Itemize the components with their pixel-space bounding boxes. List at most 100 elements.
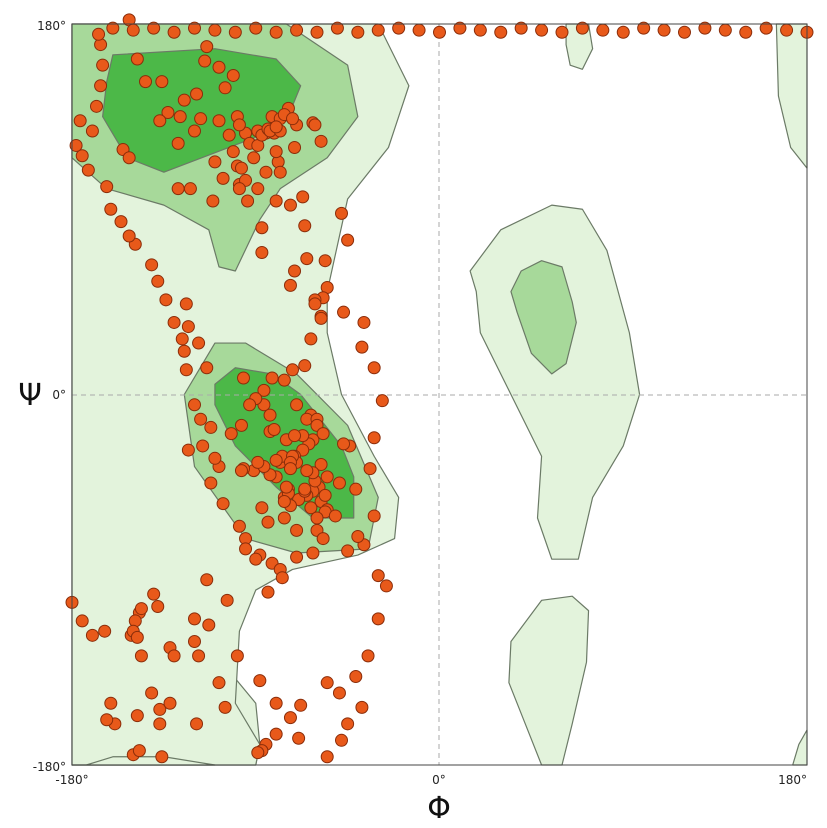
data-point-247 [189,399,201,411]
data-point-161 [99,625,111,637]
data-point-225 [336,207,348,219]
data-point-279 [311,26,323,38]
data-point-233 [309,298,321,310]
data-point-206 [352,531,364,543]
data-point-1 [74,115,86,127]
data-point-195 [350,670,362,682]
data-point-266 [97,59,109,71]
data-point-253 [152,275,164,287]
data-point-147 [189,636,201,648]
data-point-178 [219,701,231,713]
data-point-228 [299,220,311,232]
data-point-42 [233,119,245,131]
data-point-256 [123,230,135,242]
data-point-169 [164,697,176,709]
data-point-145 [148,588,160,600]
data-point-3 [199,55,211,67]
data-point-260 [82,164,94,176]
data-point-95 [252,456,264,468]
data-point-172 [101,714,113,726]
data-point-49 [217,172,229,184]
data-point-68 [180,298,192,310]
data-point-144 [201,574,213,586]
data-point-142 [289,430,301,442]
data-point-278 [291,24,303,36]
data-point-27 [242,195,254,207]
data-point-76 [268,423,280,435]
data-point-259 [101,181,113,193]
data-point-166 [191,718,203,730]
data-point-48 [172,183,184,195]
data-point-242 [235,419,247,431]
data-point-56 [219,82,231,94]
x-tick-min: -180° [55,773,88,787]
data-point-284 [413,24,425,36]
data-point-146 [221,594,233,606]
data-point-251 [168,316,180,328]
data-point-67 [256,222,268,234]
data-point-124 [235,465,247,477]
data-point-26 [233,183,245,195]
data-point-302 [781,24,793,36]
data-point-20 [235,162,247,174]
data-point-202 [317,533,329,545]
data-point-238 [266,372,278,384]
data-point-234 [305,333,317,345]
data-point-285 [434,26,446,38]
data-point-88 [321,471,333,483]
data-point-52 [131,53,143,65]
data-point-300 [740,26,752,38]
data-point-199 [372,570,384,582]
data-point-21 [260,166,272,178]
data-point-180 [254,675,266,687]
x-tick-max: 180° [778,773,807,787]
data-point-58 [309,119,321,131]
data-point-171 [105,697,117,709]
data-point-7 [174,111,186,123]
data-point-246 [195,413,207,425]
data-point-77 [291,399,303,411]
data-point-177 [154,718,166,730]
data-point-258 [105,203,117,215]
data-point-209 [311,512,323,524]
data-point-294 [617,26,629,38]
data-point-254 [146,259,158,271]
data-point-50 [184,183,196,195]
data-point-229 [319,255,331,267]
data-point-216 [376,395,388,407]
data-point-207 [368,510,380,522]
data-point-235 [299,360,311,372]
data-point-155 [203,619,215,631]
data-point-257 [115,216,127,228]
data-point-182 [284,712,296,724]
data-point-174 [133,745,145,757]
data-point-121 [182,444,194,456]
data-point-5 [178,94,190,106]
data-point-12 [223,129,235,141]
data-point-11 [195,113,207,125]
data-point-263 [86,125,98,137]
data-point-31 [213,115,225,127]
data-point-252 [160,294,172,306]
data-point-51 [274,166,286,178]
data-point-265 [95,80,107,92]
data-point-29 [172,137,184,149]
data-point-62 [123,152,135,164]
x-tick-zero: 0° [432,773,446,787]
data-point-44 [287,113,299,125]
data-point-189 [336,734,348,746]
data-point-245 [197,440,209,452]
data-point-214 [338,438,350,450]
data-point-281 [352,26,364,38]
data-point-296 [658,24,670,36]
data-point-139 [256,502,268,514]
data-point-231 [289,265,301,277]
data-point-210 [350,483,362,495]
data-point-204 [307,547,319,559]
y-tick-max: 180° [37,19,66,33]
data-point-156 [131,631,143,643]
data-point-131 [319,489,331,501]
data-point-165 [193,650,205,662]
data-point-72 [238,372,250,384]
data-point-220 [338,306,350,318]
